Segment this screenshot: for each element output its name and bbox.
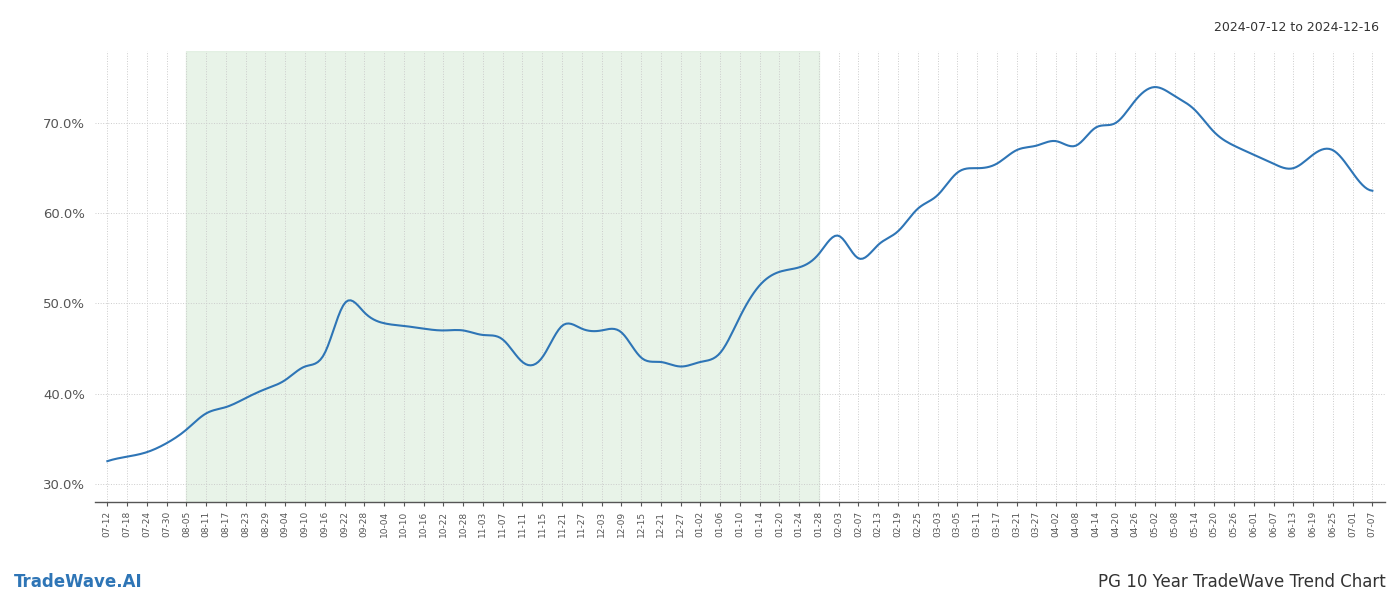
Text: TradeWave.AI: TradeWave.AI bbox=[14, 573, 143, 591]
Text: 2024-07-12 to 2024-12-16: 2024-07-12 to 2024-12-16 bbox=[1214, 21, 1379, 34]
Text: PG 10 Year TradeWave Trend Chart: PG 10 Year TradeWave Trend Chart bbox=[1098, 573, 1386, 591]
Bar bbox=[186, 51, 819, 502]
